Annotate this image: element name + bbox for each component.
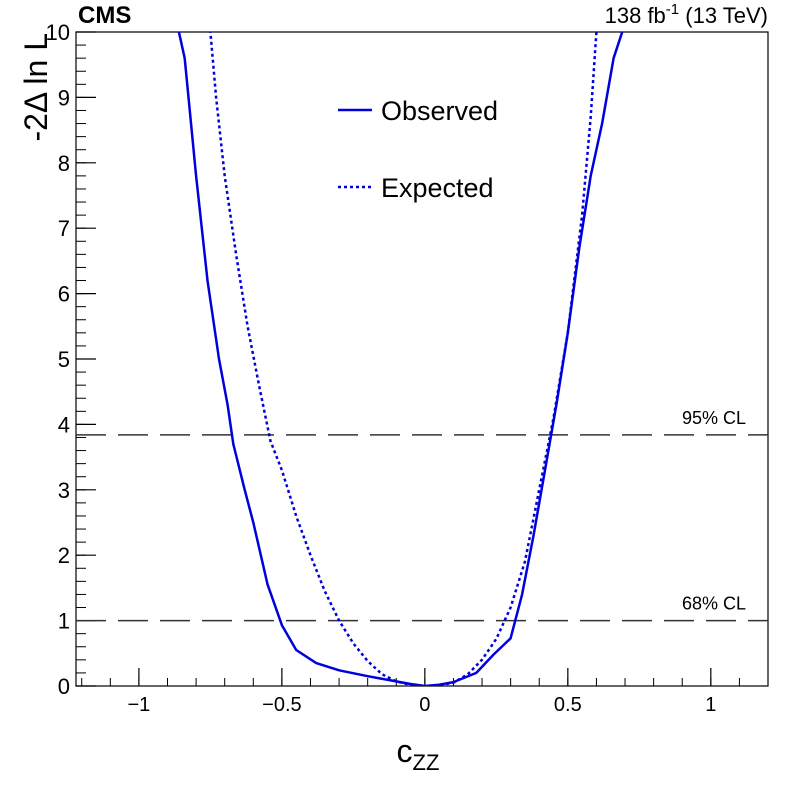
y-tick-label: 1 <box>58 609 70 634</box>
x-tick-label: 0 <box>419 694 430 716</box>
x-axis-title-subscript: ZZ <box>413 750 440 775</box>
luminosity-label: 138 fb-1 (13 TeV) <box>605 1 768 28</box>
x-tick-label: 0.5 <box>554 694 582 716</box>
y-tick-label: 3 <box>58 478 70 503</box>
luminosity-value: 138 fb <box>605 3 666 28</box>
plot-frame <box>75 31 769 687</box>
y-tick-label: 10 <box>46 20 70 45</box>
y-axis-title: -2Δ ln L <box>18 33 54 142</box>
luminosity-unit-exponent: -1 <box>666 1 679 18</box>
y-tick-label: 5 <box>58 347 70 372</box>
y-tick-label: 9 <box>58 85 70 110</box>
x-tick-label: −1 <box>128 694 151 716</box>
x-tick-label: 1 <box>705 694 716 716</box>
y-tick-label: 2 <box>58 543 70 568</box>
confidence-level-lines: 95% CL 68% CL <box>76 408 768 622</box>
y-tick-label: 6 <box>58 282 70 307</box>
y-tick-label: 4 <box>58 412 70 437</box>
energy-label: (13 TeV) <box>679 3 768 28</box>
x-axis-title-main: c <box>397 733 413 769</box>
y-tick-label: 8 <box>58 151 70 176</box>
legend-expected-label: Expected <box>381 173 494 203</box>
reference-line-label: 68% CL <box>682 594 746 614</box>
x-tick-label: −0.5 <box>262 694 301 716</box>
likelihood-curves <box>177 32 624 686</box>
x-axis-title: cZZ <box>397 733 440 775</box>
experiment-label: CMS <box>78 2 131 29</box>
reference-line-label: 95% CL <box>682 408 746 428</box>
legend: Observed Expected <box>338 96 498 203</box>
legend-observed-label: Observed <box>381 96 498 126</box>
y-tick-label: 0 <box>58 674 70 699</box>
y-tick-label: 7 <box>58 216 70 241</box>
